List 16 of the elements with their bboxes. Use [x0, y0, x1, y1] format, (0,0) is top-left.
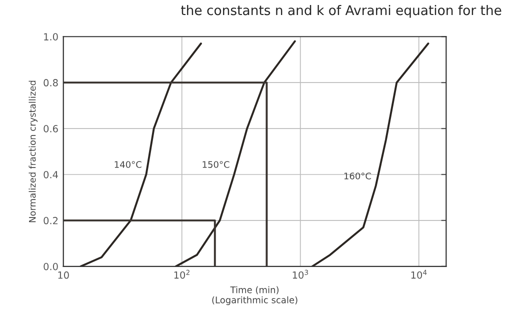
- y-tick-label: 0.4: [44, 170, 58, 178]
- y-tick-label: 0.6: [44, 125, 58, 132]
- x-tick-label: 10$^{4}$: [411, 270, 427, 279]
- y-tick-label: 1.0: [44, 33, 58, 40]
- y-tick-label: 0.2: [44, 216, 58, 224]
- x-tick-label: 10$^{2}$: [174, 270, 190, 279]
- x-tick-label: 10: [58, 271, 69, 279]
- x-axis-title: Time (min) (Logarithmic scale): [212, 286, 298, 306]
- y-tick-label: 0.8: [44, 79, 58, 86]
- series-label: 160°C: [344, 172, 371, 180]
- series-label: 150°C: [202, 161, 230, 168]
- y-tick-label: 0.0: [44, 262, 58, 270]
- x-tick-label: 10$^{3}$: [292, 270, 308, 279]
- y-axis-title: Normalized fraction crystallized: [28, 80, 38, 222]
- series-label: 140°C: [114, 161, 142, 168]
- chart-title: the constants n and k of Avrami equation for the: [181, 4, 502, 18]
